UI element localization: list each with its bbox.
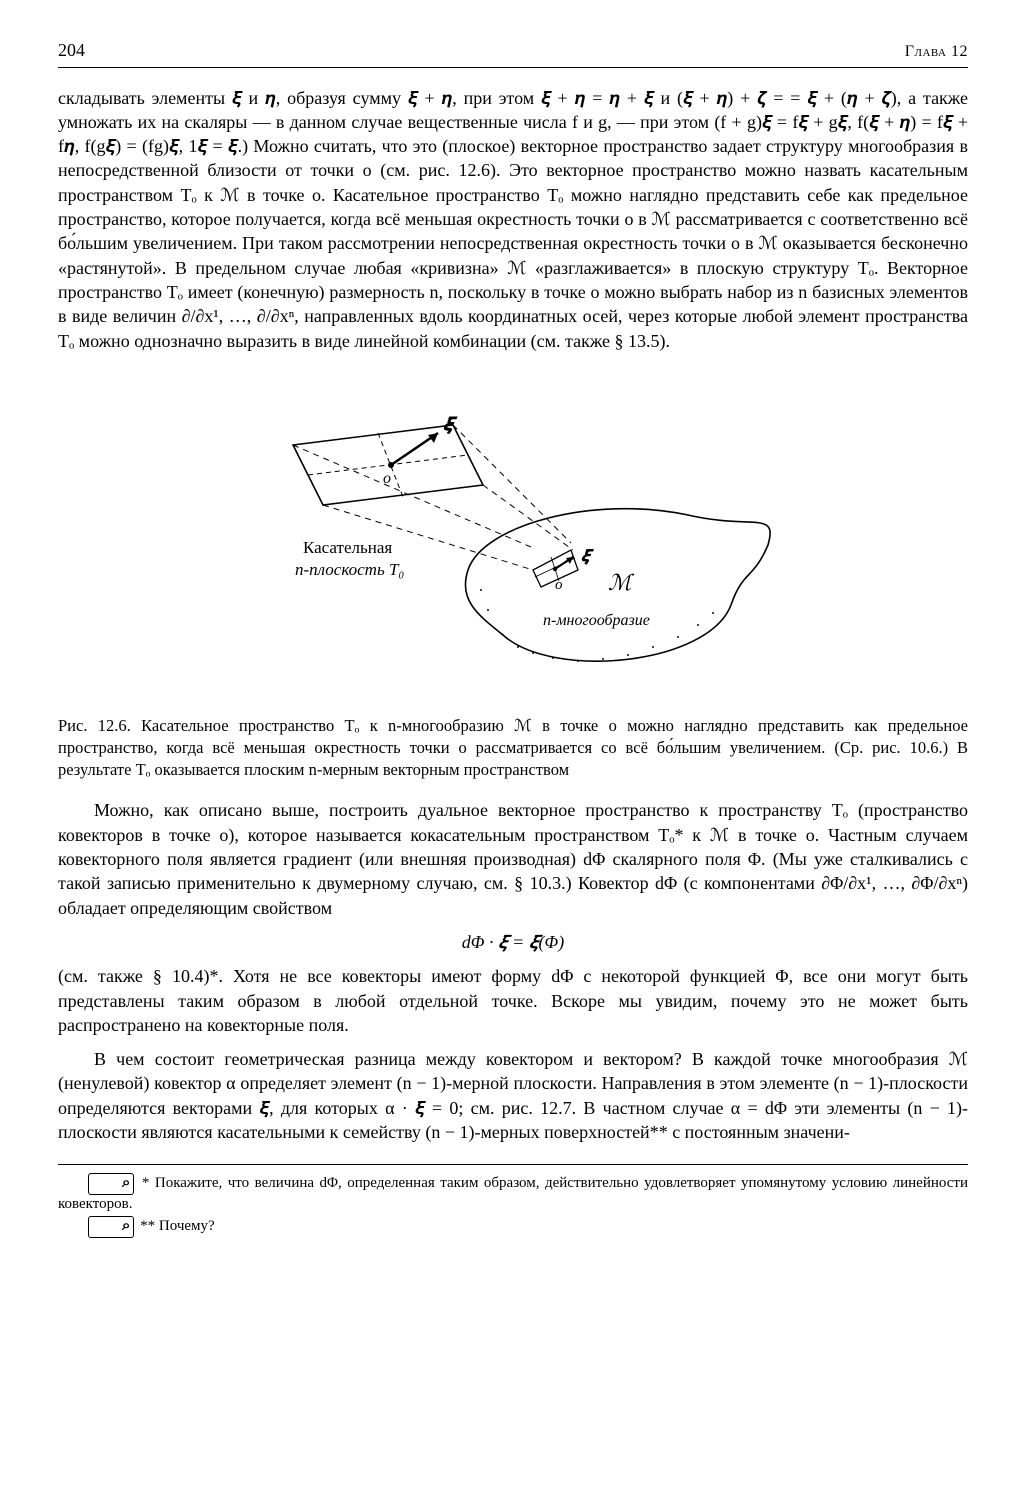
footnote-2-text: ** Почему? — [140, 1219, 215, 1235]
magnify-icon: ⌕ — [88, 1173, 134, 1195]
equation: dΦ · 𝝃 = 𝝃(Φ) — [58, 930, 968, 954]
figure-caption: Рис. 12.6. Касательное пространство Tₒ к… — [58, 715, 968, 780]
footnotes: ⌕ * Покажите, что величина dΦ, определен… — [58, 1164, 968, 1238]
body-paragraph-3: (см. также § 10.4)*. Хотя не все ковекто… — [58, 964, 968, 1037]
figure-svg: o 𝝃 o 𝝃 Касательная n-плоскос — [233, 375, 793, 695]
fig-label-nplane: n-плоскость T₀ — [295, 560, 404, 579]
page-header: 204 Глава 12 — [58, 38, 968, 68]
fig-label-tangent: Касательная — [303, 538, 392, 557]
fig-label-nmanifold: n-многообразие — [543, 612, 650, 629]
footnote-2: ⌕ ** Почему? — [58, 1216, 968, 1238]
figure-caption-text: Касательное пространство Tₒ к n-многообр… — [58, 716, 968, 779]
body-paragraph-1: складывать элементы 𝝃 и 𝜼, образуя сумму… — [58, 86, 968, 353]
footnote-1: ⌕ * Покажите, что величина dΦ, определен… — [58, 1173, 968, 1214]
chapter-label: Глава 12 — [905, 41, 968, 63]
fig-label-xi-mid: 𝝃 — [581, 548, 595, 565]
body-paragraph-4: В чем состоит геометрическая разница меж… — [58, 1047, 968, 1144]
fig-label-M: ℳ — [608, 570, 635, 595]
page-number: 204 — [58, 38, 85, 62]
body-paragraph-2: Можно, как описано выше, построить дуаль… — [58, 798, 968, 919]
magnify-icon: ⌕ — [88, 1216, 134, 1238]
fig-label-o-mid: o — [555, 577, 563, 593]
footnote-1-text: * Покажите, что величина dΦ, определенна… — [58, 1176, 968, 1212]
figure-12-6: o 𝝃 o 𝝃 Касательная n-плоскос — [58, 375, 968, 701]
figure-caption-prefix: Рис. 12.6. — [58, 716, 131, 735]
